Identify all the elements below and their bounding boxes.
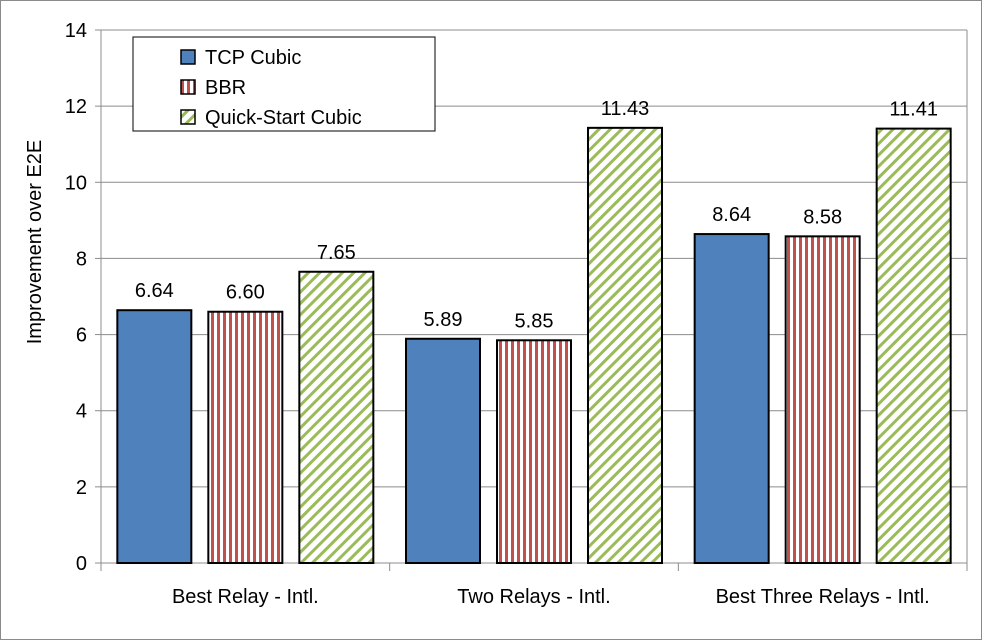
y-tick-label: 8 [76, 248, 87, 270]
y-tick-label: 2 [76, 477, 87, 499]
y-tick-label: 14 [65, 20, 87, 42]
x-category-label: Two Relays - Intl. [457, 586, 610, 608]
data-label: 5.85 [515, 310, 554, 332]
y-tick-label: 12 [65, 96, 87, 118]
legend-swatch [180, 49, 196, 65]
data-label: 7.65 [317, 242, 356, 264]
data-labels: 6.64 6.60 7.65 5.89 5.85 11.43 8.64 8.58 11.41 [135, 98, 938, 332]
y-axis-title: Improvement over E2E [24, 140, 46, 345]
bar [496, 339, 572, 564]
data-label: 11.41 [889, 99, 938, 121]
legend-swatch [180, 79, 196, 95]
bar [298, 270, 375, 564]
data-label: 8.58 [803, 206, 842, 228]
bar [693, 233, 770, 564]
bar [875, 127, 952, 564]
legend-label: Quick-Start Cubic [205, 107, 362, 129]
data-label: 5.89 [424, 309, 463, 331]
y-tick-label: 0 [76, 553, 87, 575]
y-tick-label: 6 [76, 325, 87, 347]
bar [207, 310, 284, 564]
legend: TCP Cubic BBR Quick-Start Cubic [132, 36, 436, 132]
y-tick-label: 4 [76, 401, 87, 423]
x-category-label: Best Relay - Intl. [172, 586, 319, 608]
legend-label: TCP Cubic [205, 47, 301, 69]
data-label: 6.60 [226, 282, 265, 304]
y-tick-label: 10 [65, 172, 87, 194]
data-label: 8.64 [712, 204, 751, 226]
bar [405, 337, 481, 564]
data-label: 11.43 [601, 98, 650, 120]
legend-swatch [180, 109, 196, 125]
bar [116, 309, 193, 564]
legend-label: BBR [205, 77, 246, 99]
bar [784, 235, 861, 564]
bar [587, 126, 663, 565]
x-category-label: Best Three Relays - Intl. [716, 586, 930, 608]
data-label: 6.64 [135, 280, 174, 302]
bars [116, 126, 952, 565]
